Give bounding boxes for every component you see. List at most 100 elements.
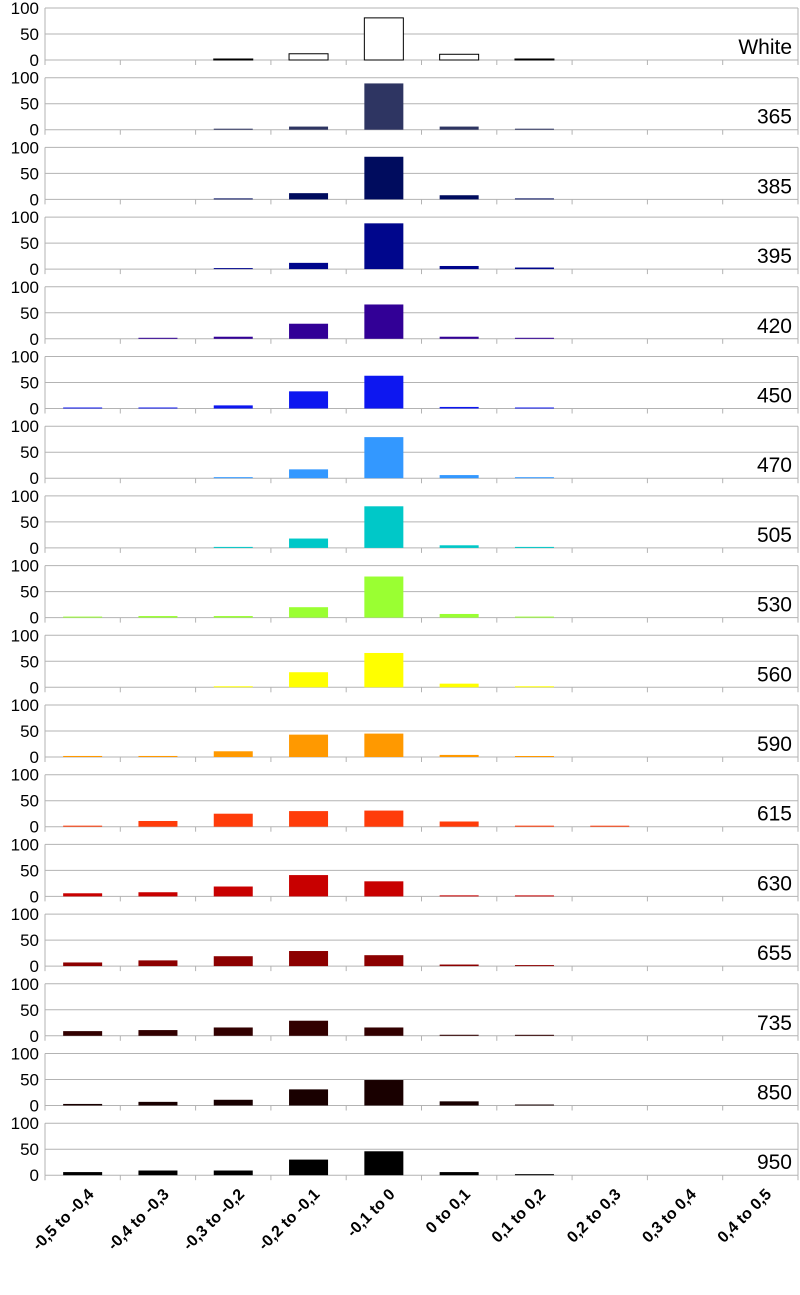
bar	[63, 962, 103, 967]
y-tick-label: 50	[20, 443, 39, 462]
bar	[364, 437, 404, 479]
bar	[364, 652, 404, 688]
bar	[514, 756, 554, 757]
bar	[138, 1101, 178, 1106]
bar	[213, 751, 253, 757]
bar	[63, 1172, 103, 1176]
panel-label: 950	[757, 1151, 792, 1174]
bar	[514, 1174, 554, 1176]
bar	[63, 1103, 103, 1106]
bar	[289, 1020, 329, 1036]
y-tick-label: 50	[20, 304, 39, 323]
bar	[63, 755, 103, 757]
y-tick-label: 50	[20, 931, 39, 950]
y-tick-label: 0	[30, 539, 39, 558]
bar	[439, 265, 479, 270]
bar	[514, 686, 554, 688]
panel-label: 560	[757, 663, 792, 686]
panel-label: 470	[757, 454, 792, 477]
bar	[364, 733, 404, 757]
x-category-label: -0,2 to -0,1	[255, 1186, 323, 1254]
bar	[514, 198, 554, 200]
bar	[439, 964, 479, 967]
bar	[289, 469, 329, 479]
panel-label: 735	[757, 1012, 792, 1035]
bar	[288, 53, 329, 61]
bar	[364, 955, 404, 967]
bar	[213, 336, 253, 339]
bar	[289, 607, 329, 618]
bar	[289, 538, 329, 548]
bar	[289, 734, 329, 757]
bar	[364, 156, 404, 200]
y-tick-label: 100	[11, 557, 39, 576]
y-tick-label: 100	[11, 69, 39, 88]
bar	[138, 1030, 178, 1036]
y-tick-label: 100	[11, 138, 39, 157]
bar	[289, 951, 329, 967]
bar	[514, 477, 554, 479]
bar	[364, 304, 404, 339]
panel-label: 505	[757, 524, 792, 547]
x-category-label: 0 to 0,1	[423, 1186, 474, 1237]
bar	[138, 755, 178, 757]
y-tick-label: 50	[20, 722, 39, 741]
bar	[213, 1099, 253, 1106]
y-tick-label: 100	[11, 975, 39, 994]
panel-label: 615	[757, 803, 792, 826]
y-tick-label: 100	[11, 905, 39, 924]
panel-label: 850	[757, 1082, 792, 1105]
bar	[514, 128, 554, 130]
y-tick-label: 100	[11, 0, 39, 18]
bar	[514, 407, 554, 409]
bar	[439, 613, 479, 618]
y-tick-label: 100	[11, 278, 39, 297]
y-tick-label: 50	[20, 861, 39, 880]
y-tick-label: 100	[11, 1045, 39, 1064]
bar	[439, 53, 480, 61]
bar	[439, 195, 479, 200]
bar	[364, 810, 404, 827]
y-tick-label: 100	[11, 348, 39, 367]
x-category-label: -0,3 to -0,2	[180, 1186, 248, 1254]
bar	[213, 1027, 253, 1036]
y-tick-label: 50	[20, 652, 39, 671]
bar	[439, 895, 479, 897]
bar	[213, 616, 253, 618]
panel-label: 365	[757, 106, 792, 129]
bar	[439, 336, 479, 339]
bar	[514, 895, 554, 897]
bar	[439, 1034, 479, 1036]
bar	[213, 686, 253, 688]
bar	[590, 825, 630, 827]
panel-label: 630	[757, 872, 792, 895]
panel-label: 395	[757, 245, 792, 268]
panel-label: White	[738, 36, 792, 59]
bar	[138, 960, 178, 967]
panel-label: 590	[757, 733, 792, 756]
y-tick-label: 100	[11, 626, 39, 645]
bar	[289, 1089, 329, 1106]
bar	[514, 825, 554, 827]
bar	[439, 754, 479, 757]
bar	[213, 405, 253, 409]
y-tick-label: 0	[30, 748, 39, 767]
y-tick-label: 0	[30, 121, 39, 140]
y-tick-label: 0	[30, 190, 39, 209]
bar	[289, 1159, 329, 1176]
y-tick-label: 0	[30, 818, 39, 837]
y-tick-label: 50	[20, 1140, 39, 1159]
y-tick-label: 100	[11, 1114, 39, 1133]
bar	[439, 406, 479, 409]
bar	[514, 616, 554, 618]
bar	[138, 616, 178, 618]
bar	[63, 407, 103, 409]
x-category-label: 0,1 to 0,2	[489, 1186, 550, 1247]
y-tick-label: 50	[20, 583, 39, 602]
bar	[213, 198, 253, 200]
y-tick-label: 50	[20, 513, 39, 532]
bar	[364, 881, 404, 897]
bar	[289, 391, 329, 409]
x-category-label: -0,1 to 0	[344, 1186, 399, 1241]
